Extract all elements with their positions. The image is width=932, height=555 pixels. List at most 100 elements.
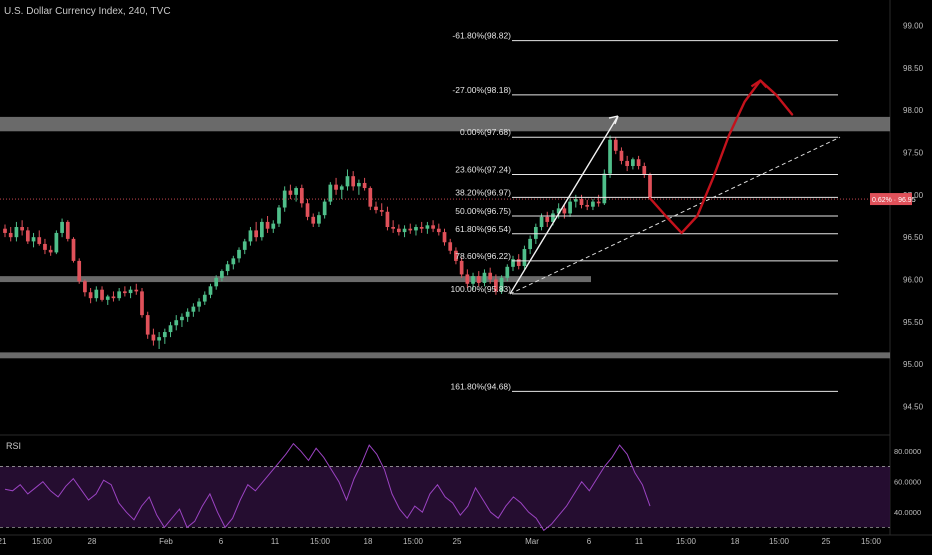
candle-body <box>157 337 161 341</box>
candle-body <box>374 206 378 211</box>
rsi-tick: 80.0000 <box>894 447 921 456</box>
candle-body <box>625 160 630 167</box>
fib-label: 78.60%(96.22) <box>455 251 511 261</box>
candle-body <box>402 228 407 233</box>
zone-band-1 <box>0 276 591 283</box>
projection-curve <box>648 79 794 235</box>
price-tick: 99.00 <box>903 21 924 30</box>
candle-body <box>585 204 590 207</box>
candle-body <box>111 296 116 299</box>
candle-body <box>83 281 87 293</box>
rsi-title: RSI <box>6 441 22 451</box>
candle-body <box>311 216 316 224</box>
fib-label: 38.20%(96.97) <box>455 187 511 197</box>
candle-body <box>48 249 53 253</box>
time-tick: 18 <box>364 537 373 546</box>
fib-label: 23.60%(97.24) <box>455 164 511 174</box>
price-tick: 96.50 <box>903 233 924 242</box>
candle-body <box>54 232 59 253</box>
rsi-line <box>4 442 651 532</box>
candle-body <box>197 301 201 307</box>
candle-body <box>168 325 173 333</box>
candle-body <box>551 213 555 222</box>
candle-body <box>65 221 70 239</box>
projection-arrow-head <box>750 79 768 89</box>
candle-body <box>362 182 367 189</box>
current-price-badge <box>870 193 912 206</box>
time-tick: 6 <box>219 537 224 546</box>
candle-body <box>596 201 601 204</box>
time-tick: 15:00 <box>310 537 331 546</box>
time-tick: 25 <box>453 537 462 546</box>
candle-body <box>271 223 276 229</box>
candle-body <box>254 230 259 238</box>
candle-body <box>265 221 270 229</box>
candle-body <box>545 216 550 222</box>
candle-body <box>636 159 641 167</box>
candle-body <box>476 276 481 283</box>
candle-body <box>459 260 464 275</box>
candle-body <box>128 289 133 294</box>
candle-body <box>425 225 430 229</box>
chart-title: U.S. Dollar Currency Index, 240, TVC <box>4 6 171 17</box>
time-tick: 15:00 <box>403 537 424 546</box>
time-tick: Mar <box>525 537 539 546</box>
candle-body <box>528 238 532 250</box>
candle-body <box>248 230 253 242</box>
trend-arrow-head <box>608 115 619 125</box>
candle-body <box>191 306 196 312</box>
candle-body <box>37 237 42 244</box>
candle-body <box>277 207 281 224</box>
trend-arrow-line <box>509 115 619 295</box>
candle-body <box>465 274 470 284</box>
time-tick: 28 <box>88 537 97 546</box>
candle-body <box>151 334 156 341</box>
candle-body <box>145 315 150 335</box>
candle-body <box>231 258 236 265</box>
candle-body <box>174 320 179 326</box>
price-tick: 95.50 <box>903 318 924 327</box>
fib-label: 50.00%(96.75) <box>455 206 511 216</box>
fib-label: 61.80%(96.54) <box>455 224 511 234</box>
time-tick: 15:00 <box>32 537 53 546</box>
candle-body <box>339 186 344 190</box>
candle-body <box>482 272 487 283</box>
candle-body <box>294 188 298 195</box>
candle-body <box>522 249 527 266</box>
zone-band-0 <box>0 116 890 132</box>
time-tick: 25 <box>822 537 831 546</box>
time-tick: 15:00 <box>769 537 790 546</box>
zone-band-2 <box>0 352 890 359</box>
fib-label: -27.00%(98.18) <box>452 85 511 95</box>
rsi-tick: 60.0000 <box>894 478 921 487</box>
candle-body <box>613 139 618 151</box>
candle-body <box>185 311 190 317</box>
time-tick: 11 <box>271 537 280 546</box>
time-tick: 6 <box>587 537 592 546</box>
candle-body <box>214 277 219 287</box>
candle-body <box>471 276 475 284</box>
candle-body <box>77 260 82 282</box>
candle-body <box>431 225 435 229</box>
price-tick: 96.00 <box>903 276 924 285</box>
price-tick: 97.00 <box>903 191 924 200</box>
candle-body <box>8 232 13 238</box>
fib-label: -61.80%(98.82) <box>452 31 511 41</box>
candle-body <box>180 316 184 321</box>
candle-body <box>60 221 64 233</box>
time-tick: 15:00 <box>676 537 697 546</box>
candle-body <box>631 159 635 167</box>
time-tick: 18 <box>731 537 740 546</box>
price-tick: 94.50 <box>903 403 924 412</box>
candle-body <box>225 264 230 272</box>
candle-body <box>71 238 76 261</box>
candle-body <box>568 201 572 214</box>
candle-body <box>391 227 395 229</box>
candle-body <box>436 228 441 233</box>
rsi-tick: 40.0000 <box>894 508 921 517</box>
candle-body <box>322 201 327 216</box>
price-tick: 97.50 <box>903 148 924 157</box>
candle-body <box>573 199 578 202</box>
